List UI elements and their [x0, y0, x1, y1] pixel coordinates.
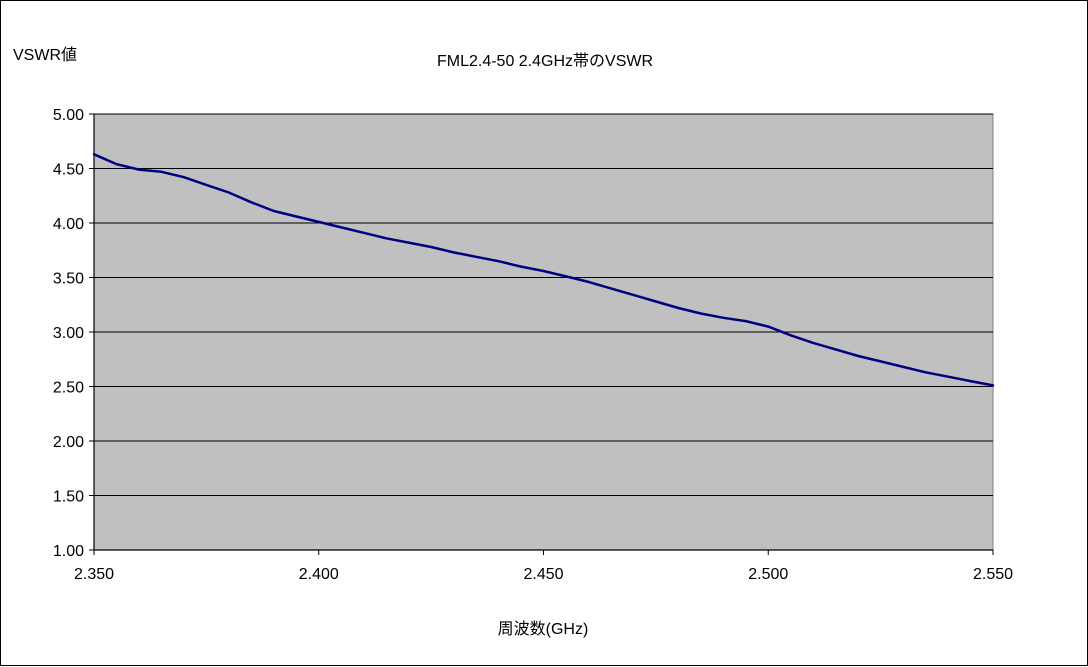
- x-tick-label: 2.550: [973, 566, 1013, 583]
- y-tick-label: 1.00: [53, 543, 84, 560]
- y-axis-label: VSWR値: [13, 46, 77, 64]
- chart-title: FML2.4-50 2.4GHz帯のVSWR: [437, 52, 653, 70]
- x-tick-label: 2.350: [74, 566, 114, 583]
- y-tick-label: 2.00: [53, 434, 84, 451]
- x-tick-label: 2.450: [523, 566, 563, 583]
- x-tick-label: 2.400: [299, 566, 339, 583]
- y-tick-label: 4.00: [53, 216, 84, 233]
- y-tick-label: 5.00: [53, 107, 84, 124]
- x-tick-label: 2.500: [748, 566, 788, 583]
- y-tick-label: 3.50: [53, 271, 84, 288]
- y-tick-label: 1.50: [53, 489, 84, 506]
- x-axis-label: 周波数(GHz): [498, 620, 589, 638]
- y-tick-label: 2.50: [53, 380, 84, 397]
- y-tick-label: 3.00: [53, 325, 84, 342]
- vswr-series-line: [92, 153, 995, 387]
- y-tick-label: 4.50: [53, 162, 84, 179]
- plot-area: 1.00 1.50 2.00 2.50 3.00 3.50 4.00 4.50 5.00 2.35…: [53, 107, 1013, 583]
